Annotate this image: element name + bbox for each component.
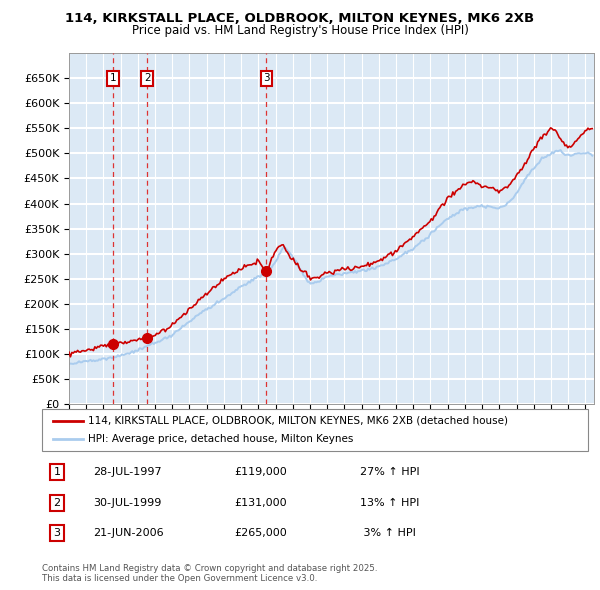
Text: £265,000: £265,000: [234, 529, 287, 538]
Text: 3: 3: [263, 73, 270, 83]
Text: HPI: Average price, detached house, Milton Keynes: HPI: Average price, detached house, Milt…: [88, 434, 354, 444]
Text: 30-JUL-1999: 30-JUL-1999: [93, 498, 161, 507]
Text: 2: 2: [144, 73, 151, 83]
Text: 3% ↑ HPI: 3% ↑ HPI: [360, 529, 416, 538]
Text: £119,000: £119,000: [234, 467, 287, 477]
Text: 2: 2: [53, 498, 61, 507]
Text: Contains HM Land Registry data © Crown copyright and database right 2025.
This d: Contains HM Land Registry data © Crown c…: [42, 563, 377, 583]
FancyBboxPatch shape: [42, 409, 588, 451]
Text: 28-JUL-1997: 28-JUL-1997: [93, 467, 161, 477]
Text: 3: 3: [53, 529, 61, 538]
Text: 21-JUN-2006: 21-JUN-2006: [93, 529, 164, 538]
Text: Price paid vs. HM Land Registry's House Price Index (HPI): Price paid vs. HM Land Registry's House …: [131, 24, 469, 37]
Text: 1: 1: [53, 467, 61, 477]
Text: 1: 1: [110, 73, 116, 83]
Text: 114, KIRKSTALL PLACE, OLDBROOK, MILTON KEYNES, MK6 2XB (detached house): 114, KIRKSTALL PLACE, OLDBROOK, MILTON K…: [88, 416, 508, 426]
Text: £131,000: £131,000: [234, 498, 287, 507]
Text: 114, KIRKSTALL PLACE, OLDBROOK, MILTON KEYNES, MK6 2XB: 114, KIRKSTALL PLACE, OLDBROOK, MILTON K…: [65, 12, 535, 25]
Text: 13% ↑ HPI: 13% ↑ HPI: [360, 498, 419, 507]
Text: 27% ↑ HPI: 27% ↑ HPI: [360, 467, 419, 477]
